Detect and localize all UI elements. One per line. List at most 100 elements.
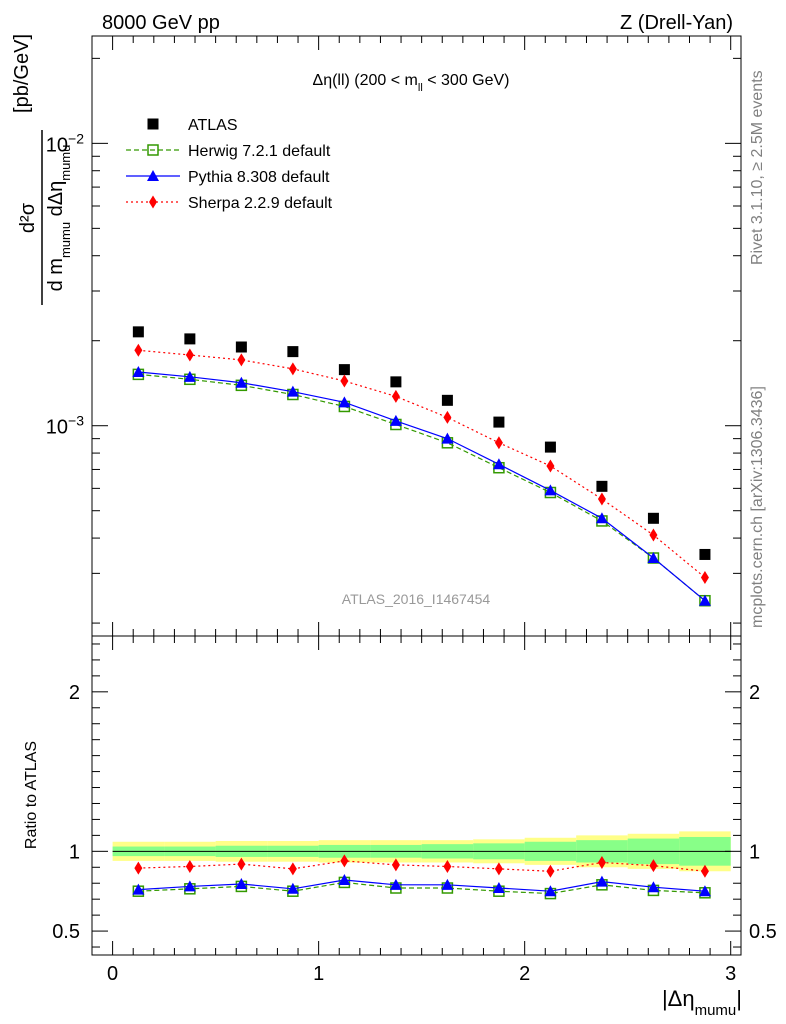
ratio-y-tick-label: 0.5 bbox=[52, 921, 80, 943]
ratio-axis-ticks: 0 1 2 3 0.5 0.5 1 1 2 2 bbox=[52, 636, 777, 985]
data-point bbox=[546, 459, 555, 473]
ratio-series-herwig bbox=[132, 876, 711, 900]
ratio-point bbox=[340, 854, 349, 868]
data-point bbox=[493, 416, 505, 428]
legend-entry: Herwig 7.2.1 default bbox=[126, 143, 331, 160]
ratio-series bbox=[132, 854, 711, 900]
legend-marker bbox=[149, 195, 157, 209]
ratio-y-tick-label-right: 0.5 bbox=[749, 921, 777, 943]
ratio-y-tick-label-right: 2 bbox=[749, 682, 760, 704]
ylabel-unit: [pb/GeV] bbox=[11, 34, 33, 113]
plot-title-sub: ll bbox=[418, 82, 423, 94]
data-point bbox=[338, 364, 350, 376]
ratio-point bbox=[698, 885, 711, 897]
ylabel-den-a: d m bbox=[45, 258, 67, 291]
series-line bbox=[138, 349, 706, 578]
ratio-point bbox=[544, 885, 557, 897]
ylabel-den-b: dΔη bbox=[45, 181, 67, 222]
data-point bbox=[287, 346, 299, 358]
mcplots-label: mcplots.cern.ch [arXiv:1306.3436] bbox=[749, 386, 766, 628]
ratio-point bbox=[700, 864, 709, 878]
data-point bbox=[700, 571, 709, 585]
data-point bbox=[184, 333, 196, 345]
ratio-series-pythia bbox=[132, 874, 711, 897]
header-right: Z (Drell-Yan) bbox=[620, 12, 733, 34]
ratio-point bbox=[338, 874, 351, 886]
legend-entry: ATLAS bbox=[147, 117, 238, 134]
data-point bbox=[443, 410, 452, 424]
ratio-point bbox=[441, 878, 454, 890]
data-point bbox=[647, 552, 660, 564]
ratio-point bbox=[389, 878, 402, 890]
data-point bbox=[647, 512, 659, 524]
legend-label: ATLAS bbox=[188, 117, 238, 134]
data-point bbox=[649, 528, 658, 542]
analysis-watermark: ATLAS_2016_I1467454 bbox=[342, 591, 491, 607]
upper-series bbox=[132, 326, 711, 607]
data-point bbox=[389, 414, 402, 426]
data-point bbox=[132, 326, 144, 338]
data-point bbox=[544, 484, 557, 496]
rivet-label: Rivet 3.1.10, ≥ 2.5M events bbox=[749, 70, 766, 265]
legend-marker bbox=[147, 118, 159, 130]
series-line bbox=[138, 371, 706, 602]
data-point bbox=[286, 385, 299, 397]
legend-entry: Pythia 8.308 default bbox=[126, 169, 330, 186]
ratio-y-tick-label: 2 bbox=[69, 682, 80, 704]
ratio-point bbox=[391, 858, 400, 872]
ratio-point bbox=[647, 881, 660, 893]
data-point bbox=[441, 432, 454, 444]
ratio-point bbox=[288, 862, 297, 876]
plot-title-main: Δη(ll) (200 < m bbox=[313, 72, 418, 89]
ratio-series-line bbox=[138, 881, 705, 895]
series-pythia bbox=[132, 365, 711, 606]
xlabel-tail: | bbox=[736, 986, 742, 1011]
legend-entry: Sherpa 2.2.9 default bbox=[126, 195, 333, 212]
series-herwig bbox=[132, 368, 711, 607]
ratio-point bbox=[235, 878, 248, 890]
data-point bbox=[391, 389, 400, 403]
ratio-point bbox=[286, 882, 299, 894]
ratio-point bbox=[597, 855, 606, 869]
data-point bbox=[340, 374, 349, 388]
ylabel-den-a-sub: mumu bbox=[58, 222, 73, 258]
ratio-point bbox=[649, 859, 658, 873]
legend-label: Pythia 8.308 default bbox=[188, 169, 330, 186]
data-point bbox=[596, 480, 608, 492]
ratio-y-tick-label-right: 1 bbox=[749, 841, 760, 863]
ratio-panel: 0 1 2 3 0.5 0.5 1 1 2 2 Ratio to ATLAS |Δηmumu| bbox=[23, 635, 777, 1019]
ratio-series-line bbox=[138, 879, 705, 892]
data-point bbox=[237, 353, 246, 367]
data-point bbox=[595, 512, 608, 524]
upper-axis-ticks: 10−2 10−3 bbox=[46, 36, 741, 636]
data-point bbox=[235, 341, 247, 353]
xlabel-main: |Δη bbox=[662, 986, 695, 1011]
x-tick-label: 2 bbox=[519, 963, 530, 985]
ratio-plot-frame bbox=[91, 635, 742, 956]
data-point bbox=[597, 492, 606, 506]
main-panel: 10−2 10−3 Δη(ll) (200 < mll < 300 GeV) AT… bbox=[11, 34, 742, 637]
legend-label: Sherpa 2.2.9 default bbox=[188, 195, 333, 212]
upper-y-tick-label: 10−3 bbox=[46, 413, 84, 439]
ratio-y-label: Ratio to ATLAS bbox=[23, 741, 40, 849]
ratio-point bbox=[237, 857, 246, 871]
data-point bbox=[699, 548, 711, 560]
data-point bbox=[492, 458, 505, 470]
plot-title-tail: < 300 GeV) bbox=[423, 72, 510, 89]
data-point bbox=[441, 394, 453, 406]
data-point bbox=[698, 594, 711, 606]
x-tick-label: 3 bbox=[725, 963, 736, 985]
series-atlas bbox=[132, 326, 711, 560]
ratio-point bbox=[185, 859, 194, 873]
ratio-point bbox=[595, 875, 608, 887]
series-sherpa bbox=[134, 343, 709, 585]
data-point bbox=[132, 365, 145, 377]
ylabel-numerator: d²σ bbox=[17, 202, 39, 233]
legend: ATLAS Herwig 7.2.1 default Pythia 8.308 de… bbox=[126, 117, 333, 212]
data-point bbox=[134, 343, 143, 357]
data-point bbox=[185, 348, 194, 362]
legend-marker bbox=[147, 144, 159, 156]
data-point bbox=[183, 370, 196, 382]
x-tick-label: 0 bbox=[107, 963, 118, 985]
